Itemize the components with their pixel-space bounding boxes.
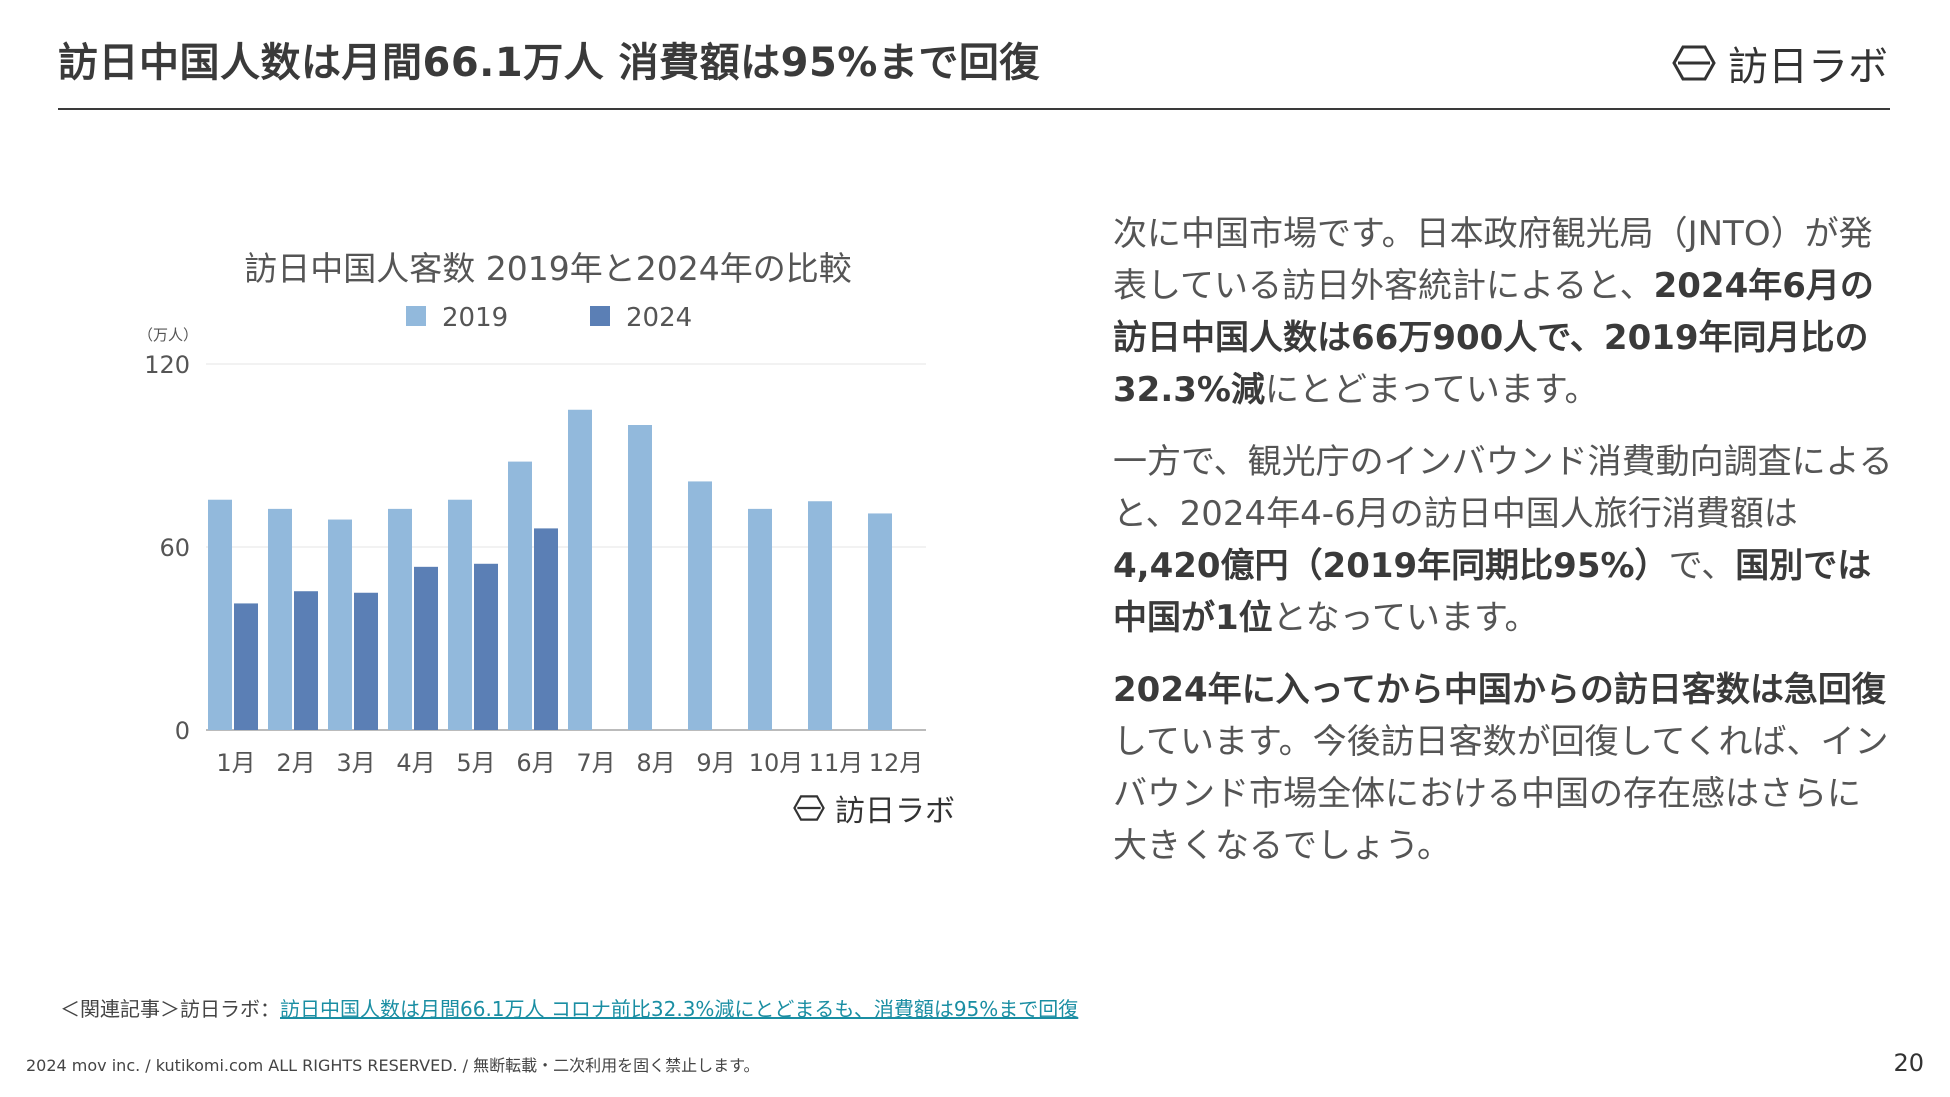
x-tick-label: 3月 (336, 749, 375, 777)
brand-name: 訪日ラボ (1728, 44, 1888, 90)
related-prefix: ＜関連記事＞訪日ラボ： (60, 997, 280, 1021)
p2-text-1: 一方で、観光庁のインバウンド消費動向調査によると、2024年4-6月の訪日中国人… (1113, 442, 1893, 534)
bar-2019-7 (568, 409, 592, 730)
p1-text-2: にとどまっています。 (1264, 370, 1599, 410)
x-tick-label: 2月 (276, 749, 315, 777)
paragraph-3: 2024年に入ってから中国からの訪日客数は急回復しています。今後訪日客数が回復し… (1113, 664, 1893, 872)
y-tick-label: 120 (144, 351, 190, 379)
x-tick-label: 6月 (516, 749, 555, 777)
bar-2019-3 (328, 519, 352, 730)
x-tick-label: 5月 (456, 749, 495, 777)
legend-label-2019: 2019 (442, 303, 508, 333)
x-tick-label: 12月 (869, 749, 924, 777)
page-number: 20 (1893, 1049, 1924, 1077)
x-tick-label: 10月 (749, 749, 804, 777)
bar-2019-10 (748, 508, 772, 730)
copyright: 2024 mov inc. / kutikomi.com ALL RIGHTS … (26, 1056, 760, 1075)
bar-2024-2 (294, 591, 318, 730)
paragraph-2: 一方で、観光庁のインバウンド消費動向調査によると、2024年4-6月の訪日中国人… (1113, 436, 1893, 644)
bar-2024-4 (414, 566, 438, 730)
y-tick-label: 0 (175, 717, 190, 745)
related-article: ＜関連記事＞訪日ラボ：訪日中国人数は月間66.1万人 コロナ前比32.3%減にと… (60, 993, 1078, 1022)
x-tick-label: 8月 (636, 749, 675, 777)
p2-text-2: で、 (1668, 546, 1736, 586)
chart-watermark-text: 訪日ラボ (835, 794, 955, 829)
chart-title: 訪日中国人客数 2019年と2024年の比較 (244, 249, 851, 288)
p2-bold-1: 4,420億円（2019年同期比95%） (1113, 546, 1669, 586)
x-tick-label: 9月 (696, 749, 735, 777)
y-tick-label: 60 (159, 534, 190, 562)
hexagon-logo-icon (1672, 45, 1716, 81)
bar-2019-1 (208, 499, 232, 730)
legend-swatch-2019 (406, 306, 426, 326)
p1-text-1: 次に中国市場です。日本政府観光局（JNTO）が発表している訪日外客統計によると、 (1113, 214, 1873, 306)
bar-2019-6 (508, 461, 532, 730)
x-tick-label: 1月 (216, 749, 255, 777)
title-divider (58, 108, 1890, 110)
x-tick-label: 7月 (576, 749, 615, 777)
p1-bold-1: 2024年6月の訪日中国人数は66万900人で、2019年同月比の32.3%減 (1113, 266, 1874, 410)
legend-swatch-2024 (590, 306, 610, 326)
p3-bold-1: 2024年に入ってから中国からの訪日客数は急回復 (1113, 670, 1886, 710)
bar-2019-4 (388, 508, 412, 730)
related-article-link[interactable]: 訪日中国人数は月間66.1万人 コロナ前比32.3%減にとどまるも、消費額は95… (280, 997, 1079, 1021)
p2-bold-2: 国別では中国が1位 (1113, 546, 1872, 638)
bar-2024-1 (234, 603, 258, 730)
commentary: 次に中国市場です。日本政府観光局（JNTO）が発表している訪日外客統計によると、… (1113, 208, 1893, 892)
bar-2019-12 (868, 513, 892, 730)
bar-2019-9 (688, 481, 712, 730)
bar-2024-5 (474, 563, 498, 730)
x-tick-label: 11月 (809, 749, 864, 777)
hexagon-logo-icon (793, 795, 825, 821)
p2-text-3: となっています。 (1272, 598, 1539, 638)
paragraph-1: 次に中国市場です。日本政府観光局（JNTO）が発表している訪日外客統計によると、… (1113, 208, 1893, 416)
page-title: 訪日中国人数は月間66.1万人 消費額は95%まで回復 (58, 40, 1040, 86)
bar-2019-8 (628, 425, 652, 730)
bar-2019-5 (448, 499, 472, 730)
x-tick-label: 4月 (396, 749, 435, 777)
bar-2024-3 (354, 592, 378, 730)
brand-logo: 訪日ラボ (1672, 34, 1888, 92)
y-axis-unit: （万人） (138, 326, 198, 344)
bar-2019-11 (808, 501, 832, 730)
bar-2019-2 (268, 508, 292, 730)
legend-label-2024: 2024 (626, 303, 692, 333)
chart-watermark: 訪日ラボ (793, 786, 955, 830)
p3-text-1: しています。今後訪日客数が回復してくれば、インバウンド市場全体における中国の存在… (1113, 722, 1889, 866)
bar-2024-6 (534, 528, 558, 730)
